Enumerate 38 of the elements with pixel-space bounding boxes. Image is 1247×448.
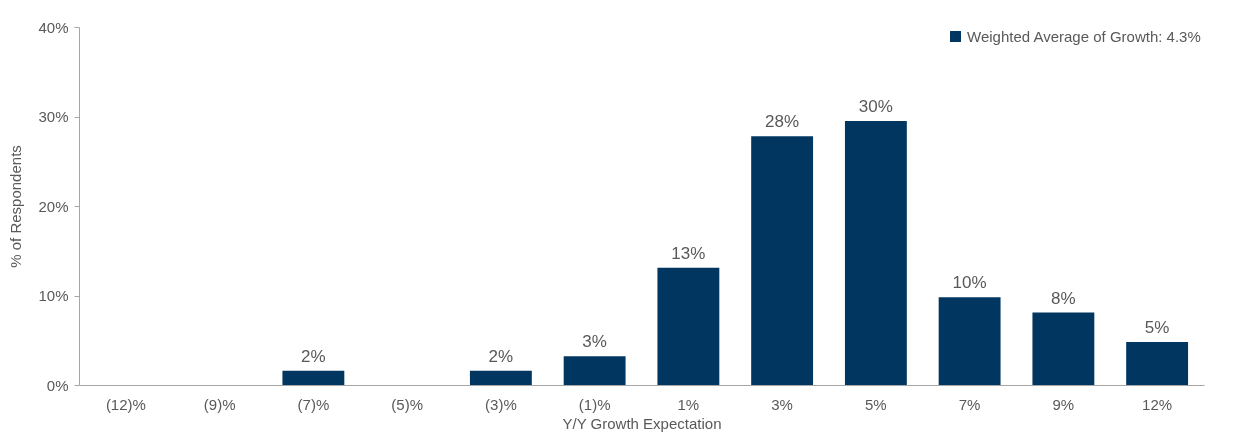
y-tick-label: 0% bbox=[46, 376, 69, 394]
y-tick-label: 30% bbox=[38, 108, 69, 125]
bar bbox=[844, 120, 907, 385]
x-tick-label: (5)% bbox=[391, 395, 423, 413]
x-tick-label: (3)% bbox=[485, 395, 517, 413]
data-label: 2% bbox=[301, 346, 326, 366]
x-tick-label: 5% bbox=[865, 395, 887, 413]
y-tick-label: 40% bbox=[38, 18, 69, 36]
data-label: 8% bbox=[1051, 288, 1076, 308]
bar bbox=[563, 356, 626, 385]
data-label: 5% bbox=[1144, 318, 1170, 338]
x-tick-label: (9)% bbox=[203, 395, 236, 413]
y-tick-label: 20% bbox=[38, 197, 69, 215]
bar bbox=[282, 370, 345, 385]
x-tick-label: (7)% bbox=[297, 395, 330, 413]
x-tick-label: 1% bbox=[677, 395, 700, 413]
data-label: 10% bbox=[952, 273, 987, 293]
bar bbox=[751, 136, 814, 385]
data-label: 28% bbox=[765, 112, 800, 132]
data-label: 3% bbox=[582, 332, 607, 352]
y-axis-title: % of Respondents bbox=[7, 145, 25, 268]
bar bbox=[938, 297, 1001, 385]
x-axis-title: Y/Y Growth Expectation bbox=[562, 414, 722, 432]
x-tick-label: (1)% bbox=[578, 395, 611, 413]
bar bbox=[1032, 312, 1095, 385]
x-tick-label: 12% bbox=[1142, 395, 1173, 413]
y-tick-label: 10% bbox=[38, 287, 69, 304]
data-label: 30% bbox=[858, 96, 893, 116]
bar bbox=[1126, 342, 1189, 385]
bar bbox=[469, 370, 532, 385]
bar bbox=[657, 267, 720, 385]
x-tick-label: 3% bbox=[771, 395, 793, 413]
data-label: 2% bbox=[488, 346, 514, 366]
legend-label: Weighted Average of Growth: 4.3% bbox=[967, 27, 1201, 45]
x-tick-label: (12)% bbox=[105, 395, 146, 413]
x-tick-label: 9% bbox=[1052, 395, 1075, 413]
x-tick-label: 7% bbox=[958, 395, 981, 413]
data-label: 13% bbox=[671, 243, 706, 263]
